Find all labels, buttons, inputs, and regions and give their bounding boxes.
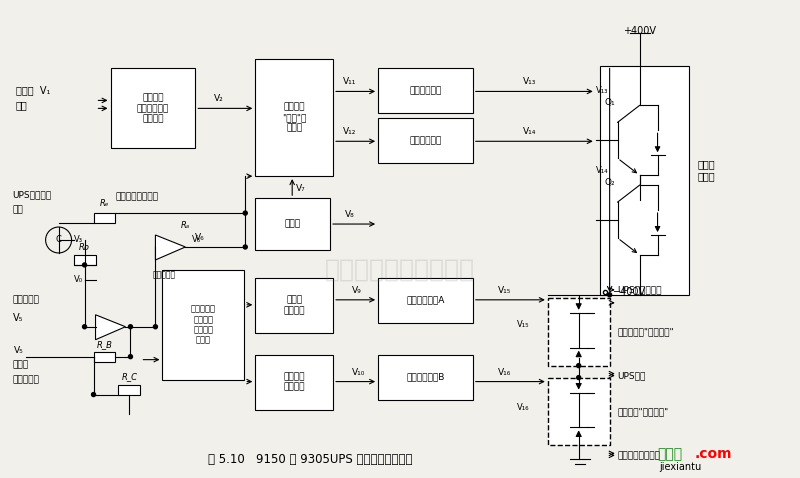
Text: V₆: V₆: [195, 233, 205, 242]
Text: V₁₀: V₁₀: [352, 368, 366, 377]
Text: V₁₂: V₁₂: [343, 127, 357, 136]
Text: 弦参考信号: 弦参考信号: [13, 375, 39, 384]
Text: Q₁: Q₁: [605, 98, 615, 107]
Text: UPS逆变器输出: UPS逆变器输出: [618, 285, 662, 294]
Bar: [548, 378, 610, 445]
Text: 霍尔元件偏置调试: 霍尔元件偏置调试: [115, 193, 158, 202]
Text: 栅极驱动电路B: 栅极驱动电路B: [406, 372, 445, 381]
Circle shape: [154, 325, 158, 329]
Text: 栅极驱动信号: 栅极驱动信号: [410, 87, 442, 96]
Text: V₆: V₆: [192, 236, 202, 245]
Bar: [255, 355, 333, 410]
Text: V₁₄: V₁₄: [523, 127, 537, 136]
Circle shape: [82, 325, 86, 329]
Text: V₁₆: V₁₆: [498, 368, 511, 377]
Bar: [378, 355, 473, 400]
Bar: [255, 58, 333, 176]
Text: UPS输出电流: UPS输出电流: [13, 191, 52, 200]
Text: .com: .com: [694, 447, 732, 461]
Circle shape: [91, 392, 95, 397]
Text: V₂: V₂: [214, 94, 223, 103]
Polygon shape: [155, 235, 186, 260]
Text: V₁₃: V₁₃: [523, 77, 537, 87]
Circle shape: [243, 245, 247, 249]
Text: 驱动信号
"死区"控
制电路: 驱动信号 "死区"控 制电路: [282, 102, 306, 132]
Text: 电压调节环: 电压调节环: [13, 295, 39, 304]
Bar: [118, 385, 141, 394]
Bar: [94, 352, 115, 362]
Bar: [94, 213, 115, 223]
Text: 交流旁路"静态开关": 交流旁路"静态开关": [618, 407, 669, 416]
Text: −400V: −400V: [613, 287, 646, 297]
Text: R_C: R_C: [122, 372, 138, 381]
Text: 交流旁路
输出控制: 交流旁路 输出控制: [283, 372, 305, 392]
Bar: [600, 65, 690, 295]
Text: V₉: V₉: [352, 286, 362, 295]
Text: V₇: V₇: [296, 184, 306, 193]
Text: R_B: R_B: [97, 340, 113, 348]
Circle shape: [608, 293, 612, 297]
Text: V₅: V₅: [13, 313, 23, 323]
Text: V₁₁: V₁₁: [343, 77, 357, 87]
Text: Rᴅ: Rᴅ: [79, 243, 90, 252]
Text: V₀: V₀: [74, 275, 82, 284]
Text: 电流调节环: 电流调节环: [153, 270, 175, 279]
Text: 接线图: 接线图: [658, 447, 682, 461]
Text: Rₐ: Rₐ: [181, 221, 190, 230]
Text: 逆变器输出"静态开关": 逆变器输出"静态开关": [618, 327, 674, 336]
Text: 杭州络睿科技有限公司: 杭州络睿科技有限公司: [325, 258, 475, 282]
Text: 栅极驱动电路A: 栅极驱动电路A: [406, 296, 445, 305]
Text: jiexiantu: jiexiantu: [659, 462, 702, 472]
Text: Rₑ: Rₑ: [100, 199, 110, 208]
Text: V₅: V₅: [14, 346, 24, 355]
Text: C: C: [56, 236, 62, 245]
Bar: [548, 298, 610, 366]
Text: +400V: +400V: [623, 26, 656, 35]
Text: V₁₃: V₁₃: [596, 86, 608, 95]
Text: 逆变器启
动和直流辅助
电源监测: 逆变器启 动和直流辅助 电源监测: [137, 94, 169, 123]
Text: 栅极驱动信号: 栅极驱动信号: [410, 136, 442, 145]
Text: 逆变器电源
输出中的
直流的偏
置调节: 逆变器电源 输出中的 直流的偏 置调节: [191, 304, 216, 345]
Circle shape: [129, 325, 133, 329]
Text: V₃: V₃: [74, 236, 82, 245]
Text: 启动: 启动: [16, 100, 27, 110]
Text: Q₂: Q₂: [605, 178, 615, 187]
Text: V₁₆: V₁₆: [518, 403, 530, 412]
Bar: [378, 68, 473, 113]
Circle shape: [82, 263, 86, 267]
Text: 基准正: 基准正: [13, 360, 29, 369]
Text: 逆变器
输出控制: 逆变器 输出控制: [283, 295, 305, 315]
Bar: [255, 278, 333, 333]
Polygon shape: [95, 315, 126, 340]
Bar: [74, 255, 95, 265]
Bar: [162, 270, 244, 380]
Circle shape: [577, 376, 581, 380]
Text: 逆变器  V₁: 逆变器 V₁: [16, 86, 50, 96]
Bar: [378, 278, 473, 323]
Text: V₁₅: V₁₅: [498, 286, 511, 295]
Text: V₁₅: V₁₅: [518, 320, 530, 329]
Text: V₈: V₈: [346, 210, 355, 219]
Bar: [378, 119, 473, 163]
Bar: [255, 198, 330, 250]
Circle shape: [577, 364, 581, 368]
Text: UPS输出: UPS输出: [618, 371, 646, 380]
Circle shape: [129, 355, 133, 358]
Text: 控测: 控测: [13, 206, 23, 215]
Text: 振荡器: 振荡器: [285, 219, 301, 228]
Text: 图 5.10   9150 和 9305UPS 的逆变器控制框图: 图 5.10 9150 和 9305UPS 的逆变器控制框图: [208, 453, 413, 466]
Text: 逆变器
驱动桥: 逆变器 驱动桥: [698, 159, 715, 181]
Text: V₁₄: V₁₄: [596, 166, 608, 174]
Text: 市电交流旁路电源: 市电交流旁路电源: [618, 451, 661, 460]
Bar: [110, 68, 195, 148]
Circle shape: [243, 211, 247, 215]
